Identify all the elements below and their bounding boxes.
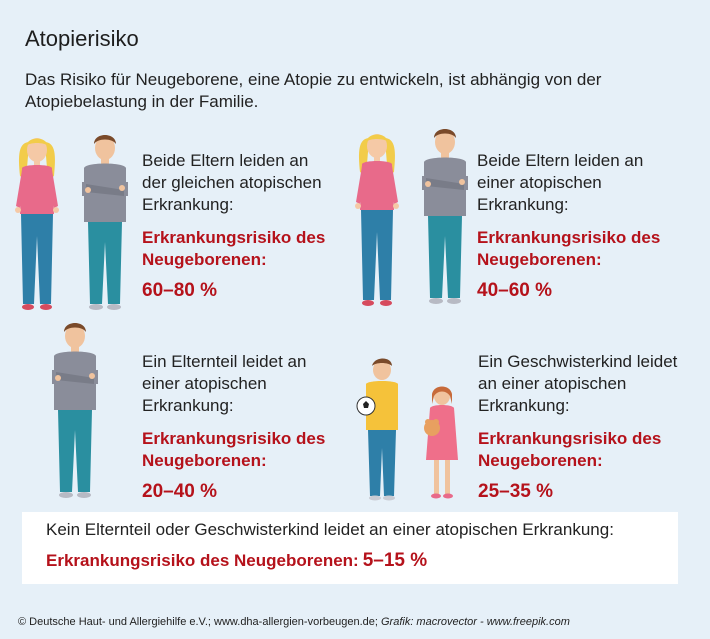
risk-value: 20–40 %	[142, 481, 218, 502]
risk-value: 25–35 %	[478, 481, 554, 502]
risk-label-line: Erkrankungsrisiko des	[142, 228, 326, 247]
risk-label-line: Neugeborenen:	[142, 250, 267, 269]
risk-value: 40–60 %	[477, 280, 553, 301]
card-sibling: Ein Geschwisterkind leidet an einer atop…	[478, 351, 703, 503]
card-desc-line: Ein Geschwisterkind leidet	[478, 352, 678, 371]
card-one-parent: Ein Elternteil leidet an einer atopische…	[142, 351, 347, 503]
risk-value: 5–15 %	[362, 550, 428, 571]
father-figure	[52, 323, 98, 498]
risk-label: Erkrankungsrisiko des Neugeborenen:	[46, 551, 359, 570]
risk-label-line: Neugeborenen:	[477, 250, 602, 269]
footer-credit: Grafik: macrovector - www.freepik.com	[380, 616, 570, 628]
couple-figure	[15, 135, 128, 310]
card-desc-line: Erkrankung:	[478, 396, 570, 415]
no-family-history-text: Kein Elternteil oder Geschwisterkind lei…	[46, 520, 614, 539]
risk-label-line: Erkrankungsrisiko des	[142, 429, 326, 448]
card-desc-line: einer atopischen	[142, 374, 267, 393]
no-family-history-risk: Erkrankungsrisiko des Neugeborenen: 5–15 …	[46, 550, 427, 572]
footer: © Deutsche Haut- und Allergiehilfe e.V.;…	[18, 616, 570, 628]
intro-text: Das Risiko für Neugeborene, eine Atopie …	[25, 70, 602, 111]
card-desc-line: Erkrankung:	[142, 396, 234, 415]
risk-label-line: Erkrankungsrisiko des	[478, 429, 662, 448]
card-desc-line: Erkrankung:	[142, 195, 234, 214]
couple-figure	[355, 129, 468, 306]
card-desc-line: an einer atopischen	[478, 374, 627, 393]
risk-value: 60–80 %	[142, 280, 218, 301]
siblings-figure	[356, 358, 458, 501]
risk-label-line: Neugeborenen:	[142, 451, 267, 470]
card-desc-line: Ein Elternteil leidet an	[142, 352, 307, 371]
risk-label-line: Erkrankungsrisiko des	[477, 228, 661, 247]
card-both-parents: Beide Eltern leiden an einer atopischen …	[477, 150, 692, 302]
risk-label-line: Neugeborenen:	[478, 451, 603, 470]
card-both-parents-same: Beide Eltern leiden an der gleichen atop…	[142, 150, 347, 302]
card-desc-line: Beide Eltern leiden an	[142, 151, 309, 170]
no-family-history-box: Kein Elternteil oder Geschwisterkind lei…	[22, 512, 678, 584]
card-desc-line: der gleichen atopischen	[142, 173, 322, 192]
page-title: Atopierisiko	[25, 26, 139, 51]
footer-source: © Deutsche Haut- und Allergiehilfe e.V.;…	[18, 616, 378, 628]
card-desc-line: Erkrankung:	[477, 195, 569, 214]
card-desc-line: einer atopischen	[477, 173, 602, 192]
card-desc-line: Beide Eltern leiden an	[477, 151, 644, 170]
